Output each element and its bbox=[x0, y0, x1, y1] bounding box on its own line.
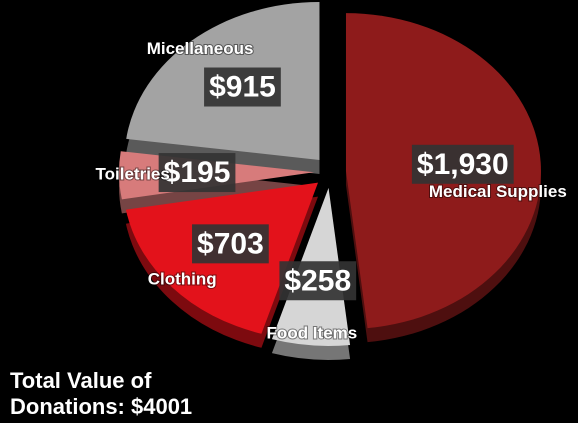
value-label: $915 bbox=[209, 71, 276, 104]
slice-name: Food Items bbox=[267, 324, 358, 343]
value-label-group: $195 bbox=[158, 153, 236, 193]
value-label-group: $915 bbox=[204, 67, 281, 107]
value-label-box bbox=[411, 144, 514, 184]
value-label-box bbox=[158, 153, 236, 193]
slice-name: Micellaneous bbox=[147, 39, 254, 58]
slice-name: Toiletries bbox=[96, 165, 170, 184]
slice-name: Medical Supplies bbox=[429, 182, 567, 201]
value-label-group: $703 bbox=[192, 224, 269, 264]
value-label-box bbox=[204, 67, 281, 107]
value-label: $1,930 bbox=[417, 148, 509, 181]
value-label: $258 bbox=[284, 264, 351, 297]
value-label-box bbox=[279, 261, 357, 301]
value-label: $703 bbox=[197, 227, 264, 260]
value-label-box bbox=[192, 224, 269, 264]
value-label-group: $258 bbox=[279, 261, 357, 301]
value-label-group: $1,930 bbox=[411, 144, 514, 184]
slice-name: Clothing bbox=[148, 269, 217, 288]
annotation-line: Total Value of bbox=[10, 368, 152, 393]
value-label: $195 bbox=[164, 156, 231, 189]
annotation-line: Donations: $4001 bbox=[10, 394, 192, 419]
